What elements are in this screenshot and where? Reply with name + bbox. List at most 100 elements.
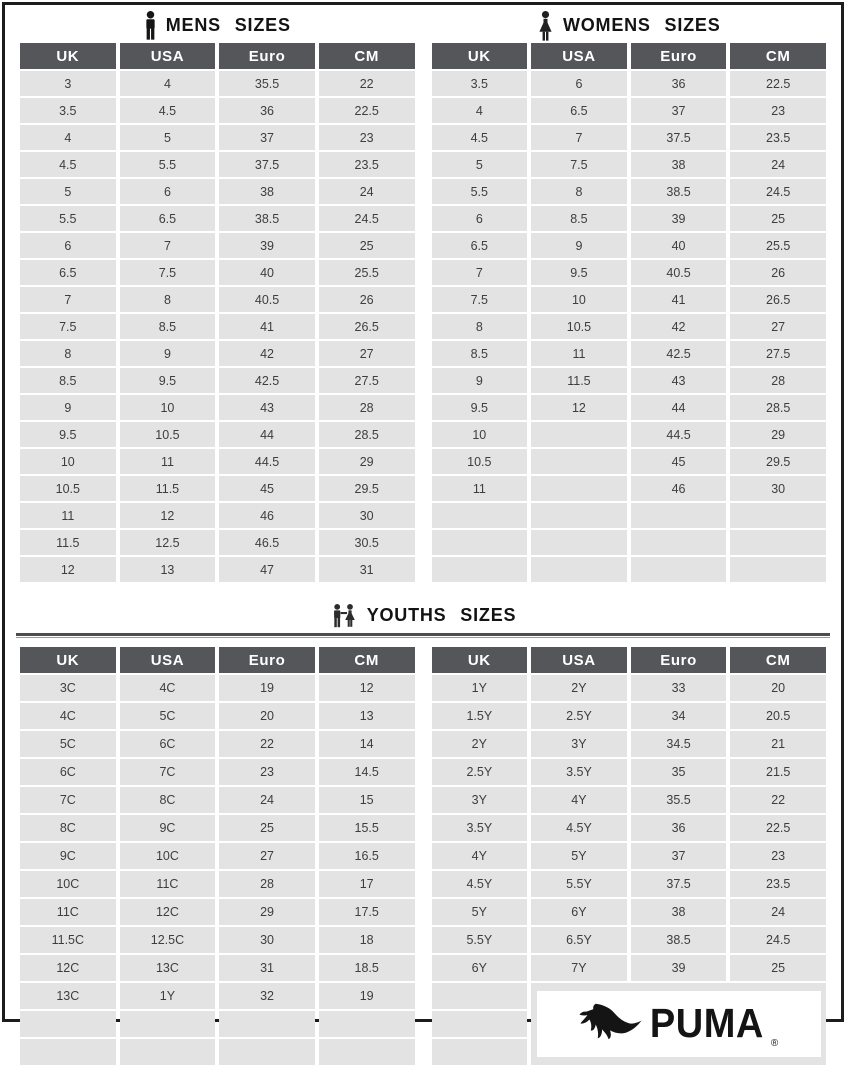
size-cell: 28 (318, 395, 415, 420)
column-header: Euro (630, 43, 727, 69)
size-cell: 28 (219, 871, 315, 897)
size-cell: 27.5 (730, 341, 826, 366)
table-row: 11.5C 12.5C 30 18 (20, 927, 415, 953)
size-cell (318, 1039, 415, 1065)
table-row: 7 8 40.5 26 (20, 287, 415, 312)
size-cell: 11.5 (531, 368, 627, 393)
size-cell: 6.5 (119, 206, 216, 231)
size-cell: 8 (431, 314, 528, 339)
table-row: 7C 8C 24 15 (20, 787, 415, 813)
size-cell: 38.5 (219, 206, 315, 231)
size-cell: 4C (20, 703, 116, 729)
size-cell (730, 503, 826, 528)
table-row: 10 11 44.5 29 (20, 449, 415, 474)
table-row: 4Y 5Y 37 23 (431, 843, 826, 869)
table-row: 12C 13C 31 18.5 (20, 955, 415, 981)
size-cell: 15 (318, 787, 415, 813)
size-cell: 46 (219, 503, 315, 528)
table-row: 5.5 8 38.5 24.5 (431, 179, 826, 204)
size-cell: 20 (730, 675, 826, 701)
size-cell: 5 (119, 125, 216, 150)
table-row: 4.5 5.5 37.5 23.5 (20, 152, 415, 177)
size-cell: 29 (219, 899, 315, 925)
size-cell: 1Y (431, 675, 528, 701)
size-cell: 10 (431, 422, 528, 447)
size-cell: 12C (20, 955, 116, 981)
size-cell (431, 983, 528, 1009)
table-row: 6 8.5 39 25 (431, 206, 826, 231)
size-cell: 12 (20, 557, 116, 582)
size-cell: 10.5 (531, 314, 627, 339)
table-row: 10.5 45 29.5 (431, 449, 826, 474)
size-cell: 13C (119, 955, 216, 981)
size-cell (531, 422, 627, 447)
size-cell: 19 (318, 983, 415, 1009)
size-cell: 37.5 (630, 125, 727, 150)
youths-header: YOUTHS SIZES (16, 600, 830, 638)
size-cell: 6C (20, 759, 116, 785)
size-cell: 7Y (531, 955, 627, 981)
column-header: USA (531, 647, 627, 673)
size-cell: 9 (20, 395, 116, 420)
size-cell: 7.5 (431, 287, 528, 312)
size-cell: 2.5Y (431, 759, 528, 785)
size-cell: 15.5 (318, 815, 415, 841)
column-header: UK (20, 43, 116, 69)
table-row: 9.5 12 44 28.5 (431, 395, 826, 420)
size-cell: 3 (20, 71, 116, 96)
size-cell: 10 (531, 287, 627, 312)
size-cell: 37.5 (219, 152, 315, 177)
table-row: 5C 6C 22 14 (20, 731, 415, 757)
table-row: 5.5Y 6.5Y 38.5 24.5 (431, 927, 826, 953)
mens-size-table: UK USA Euro CM 3 4 35.5 22 3.5 4.5 36 22.5 4 5 37 23 4.… (16, 41, 419, 584)
size-cell: 41 (630, 287, 727, 312)
size-cell (219, 1039, 315, 1065)
size-cell (730, 530, 826, 555)
table-row: 9C 10C 27 16.5 (20, 843, 415, 869)
size-cell: 8.5 (20, 368, 116, 393)
size-cell: 24.5 (730, 179, 826, 204)
size-cell: 9 (531, 233, 627, 258)
size-cell: 23 (730, 98, 826, 123)
size-cell: 26 (318, 287, 415, 312)
table-row: 11.5 12.5 46.5 30.5 (20, 530, 415, 555)
size-cell: 44.5 (219, 449, 315, 474)
size-cell: 10.5 (119, 422, 216, 447)
size-cell (531, 476, 627, 501)
size-cell: 7 (431, 260, 528, 285)
size-cell: 11 (20, 503, 116, 528)
youths-youth-size-table: UK USA Euro CM 1Y 2Y 33 20 1.5Y 2.5Y 34 20.5 2Y 3Y 34… (428, 645, 831, 1067)
size-cell: 24 (730, 152, 826, 177)
table-row: 8 9 42 27 (20, 341, 415, 366)
youths-sizes-section: UK USA Euro CM 3C 4C 19 12 4C 5C 20 13 5C 6C 22 14 6C 7C… (16, 645, 830, 1067)
size-cell: 38 (219, 179, 315, 204)
size-cell: 5C (20, 731, 116, 757)
size-cell: 12.5 (119, 530, 216, 555)
size-cell: 7.5 (119, 260, 216, 285)
size-cell: 46 (630, 476, 727, 501)
size-cell: 22 (730, 787, 826, 813)
size-cell: 4 (119, 71, 216, 96)
size-cell: 21.5 (730, 759, 826, 785)
size-cell: 6Y (531, 899, 627, 925)
size-cell: 17.5 (318, 899, 415, 925)
size-cell: 27 (730, 314, 826, 339)
table-row: 10.5 11.5 45 29.5 (20, 476, 415, 501)
size-cell: 24 (219, 787, 315, 813)
size-cell: 31 (318, 557, 415, 582)
size-cell: 29.5 (318, 476, 415, 501)
size-cell: 6.5 (20, 260, 116, 285)
size-cell: 12.5C (119, 927, 216, 953)
womens-column: WOMENS SIZES UK USA Euro CM 3.5 6 36 22.5 4 6.5 3… (428, 10, 831, 584)
size-cell (20, 1039, 116, 1065)
column-header: CM (730, 43, 826, 69)
table-row: 3.5 4.5 36 22.5 (20, 98, 415, 123)
size-cell: 11C (20, 899, 116, 925)
size-cell: 41 (219, 314, 315, 339)
table-row: 11 46 30 (431, 476, 826, 501)
table-row: 9.5 10.5 44 28.5 (20, 422, 415, 447)
size-cell: 23 (219, 759, 315, 785)
size-cell: 44 (630, 395, 727, 420)
size-cell: 5.5 (431, 179, 528, 204)
